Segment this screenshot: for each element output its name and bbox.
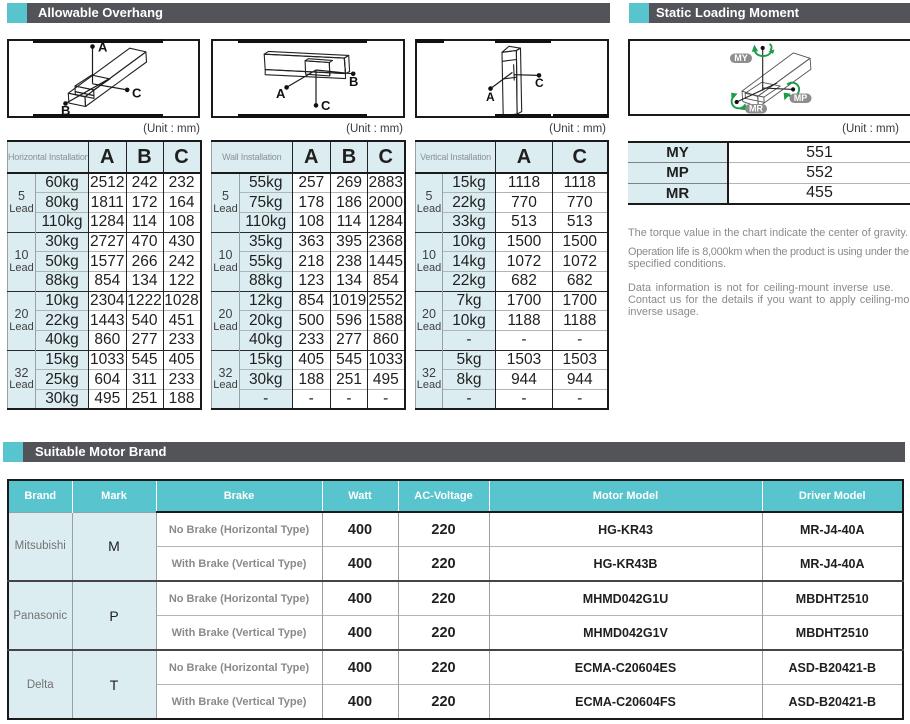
svg-text:A: A <box>98 41 108 55</box>
svg-text:A: A <box>276 86 286 101</box>
svg-text:C: C <box>535 76 544 90</box>
svg-text:MY: MY <box>734 53 748 63</box>
svg-text:A: A <box>486 90 495 104</box>
svg-text:C: C <box>132 86 142 101</box>
svg-text:B: B <box>349 74 358 89</box>
svg-text:MP: MP <box>794 93 808 103</box>
svg-text:C: C <box>321 98 331 113</box>
svg-text:B: B <box>61 103 70 116</box>
svg-text:MR: MR <box>749 104 763 114</box>
